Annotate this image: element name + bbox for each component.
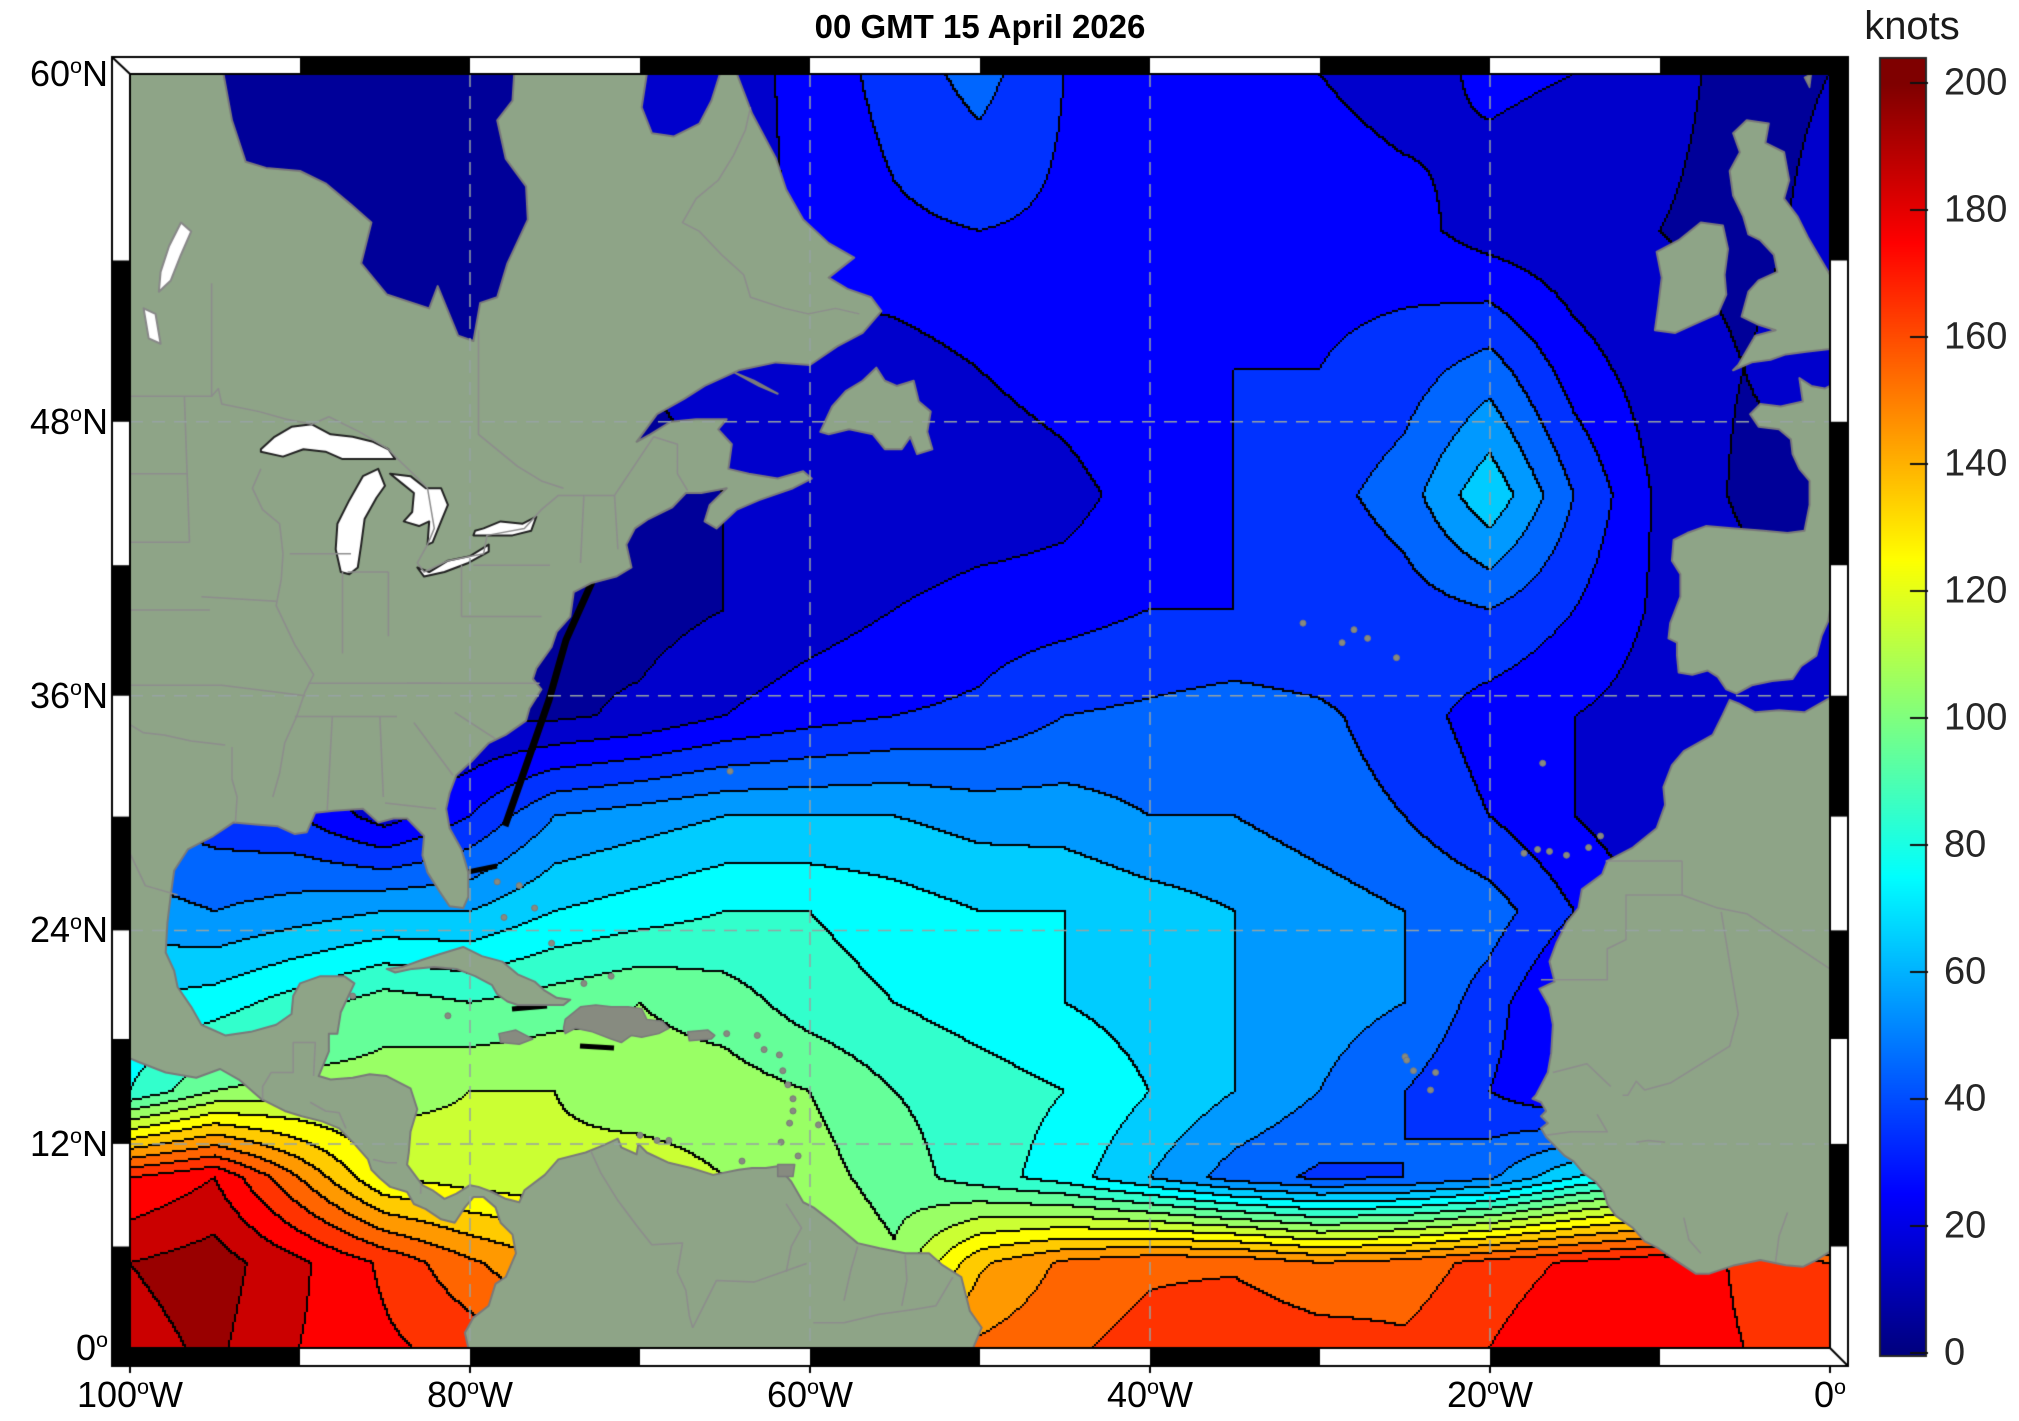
lat-tick-label: 48oN: [0, 401, 108, 443]
lon-tick-label: 100oW: [77, 1374, 183, 1416]
degree-superscript: o: [69, 1122, 82, 1148]
lat-tick-label: 36oN: [0, 675, 108, 717]
colorbar-tick-label: 20: [1944, 1205, 1986, 1248]
lon-tick-hemisphere: W: [819, 1374, 854, 1415]
lat-tick-value: 24: [29, 909, 70, 951]
colorbar-tick-value: 100: [1944, 696, 2008, 739]
degree-superscript: o: [137, 1374, 150, 1399]
lon-tick-value: 60: [766, 1374, 808, 1415]
colorbar-tick-label: 180: [1944, 189, 2007, 232]
lat-tick-hemisphere: N: [82, 909, 108, 951]
lon-tick-value: 40: [1106, 1374, 1148, 1415]
degree-superscript: o: [1834, 1374, 1847, 1399]
colorbar-title: knots: [1864, 4, 1960, 48]
lon-tick-label: 80oW: [427, 1374, 513, 1416]
lat-tick-label: 12oN: [0, 1123, 108, 1165]
degree-superscript: o: [69, 53, 82, 78]
colorbar-tick-label: 140: [1944, 443, 2007, 486]
degree-superscript: o: [69, 674, 82, 700]
lon-tick-label: 20oW: [1447, 1374, 1533, 1416]
lat-tick-value: 12: [29, 1122, 70, 1164]
colorbar-tick-label: 0: [1944, 1332, 1965, 1375]
degree-superscript: o: [69, 400, 82, 426]
lon-tick-hemisphere: W: [149, 1374, 184, 1415]
colorbar-tick-value: 60: [1944, 950, 1987, 993]
lon-tick-value: 80: [426, 1374, 468, 1415]
lat-tick-hemisphere: N: [82, 400, 108, 442]
lat-tick-hemisphere: N: [82, 674, 108, 716]
colorbar-tick-value: 120: [1944, 569, 2008, 612]
lon-tick-hemisphere: W: [479, 1374, 514, 1415]
colorbar-tick-label: 100: [1944, 697, 2007, 740]
degree-superscript: o: [69, 909, 82, 935]
colorbar-tick-label: 120: [1944, 570, 2007, 613]
degree-superscript: o: [1147, 1374, 1160, 1399]
colorbar-tick-value: 0: [1944, 1331, 1966, 1374]
colorbar-tick-label: 80: [1944, 824, 1986, 867]
colorbar-tick-label: 40: [1944, 1078, 1986, 1121]
colorbar-tick-value: 200: [1944, 61, 2008, 104]
lon-tick-label: 40oW: [1107, 1374, 1193, 1416]
lat-tick-label: 24oN: [0, 909, 108, 951]
colorbar-tick-value: 160: [1944, 315, 2008, 358]
lat-tick-value: 36: [29, 674, 70, 716]
page-title: 00 GMT 15 April 2026: [814, 8, 1146, 45]
lat-tick-label: 0o: [0, 1327, 108, 1369]
degree-superscript: o: [467, 1374, 480, 1399]
colorbar-tick-value: 80: [1944, 823, 1987, 866]
lon-tick-value: 100: [76, 1374, 138, 1415]
lat-tick-value: 0: [75, 1327, 96, 1368]
lon-tick-label: 60oW: [767, 1374, 853, 1416]
colorbar-tick-value: 180: [1944, 188, 2008, 231]
colorbar-tick-label: 60: [1944, 951, 1986, 994]
colorbar-tick-value: 20: [1944, 1204, 1987, 1247]
lat-tick-value: 48: [29, 400, 70, 442]
lat-tick-hemisphere: N: [82, 53, 108, 94]
lat-tick-label: 60oN: [0, 53, 108, 95]
lon-tick-hemisphere: W: [1499, 1374, 1534, 1415]
lon-tick-hemisphere: W: [1159, 1374, 1194, 1415]
degree-superscript: o: [1487, 1374, 1500, 1399]
lon-tick-label: 0o: [1814, 1374, 1846, 1416]
colorbar-tick-value: 140: [1944, 442, 2008, 485]
colorbar-tick-label: 160: [1944, 316, 2007, 359]
lat-tick-value: 60: [29, 53, 70, 94]
colorbar-tick-value: 40: [1944, 1077, 1987, 1120]
degree-superscript: o: [807, 1374, 820, 1399]
lon-tick-value: 0: [1813, 1374, 1835, 1415]
lat-tick-hemisphere: N: [82, 1122, 108, 1164]
degree-superscript: o: [95, 1327, 108, 1352]
colorbar-tick-label: 200: [1944, 62, 2007, 105]
lon-tick-value: 20: [1446, 1374, 1488, 1415]
